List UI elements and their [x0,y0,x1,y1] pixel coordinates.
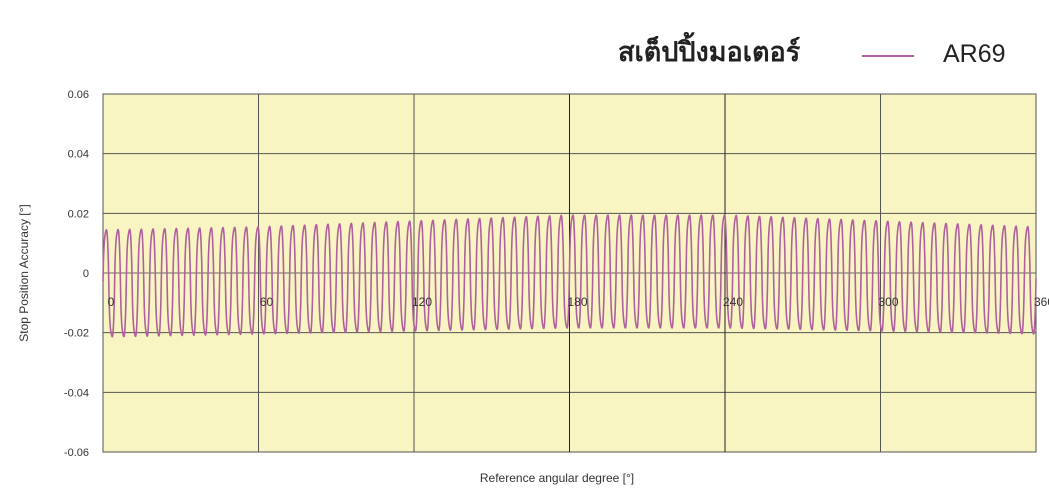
x-tick-label: 120 [412,295,432,309]
y-tick-label: -0.02 [64,328,89,340]
legend-label: AR69 [943,40,1006,68]
y-tick-label: -0.06 [64,447,89,459]
y-tick-label: 0.04 [68,149,89,161]
y-axis-label: Stop Position Accuracy [°] [17,204,31,342]
x-tick-labels: 0 60 120 180 240 300 360 [108,295,1049,309]
y-tick-label: 0.06 [68,89,89,101]
grid [102,93,1037,453]
series-layer [102,214,1037,338]
y-tick-label: 0 [83,268,89,280]
legend-swatch [862,55,914,57]
x-axis-label: Reference angular degree [°] [480,471,634,485]
x-tick-label: 0 [108,295,115,309]
y-tick-label: 0.02 [68,208,89,220]
x-tick-label: 300 [878,295,898,309]
series-line-ar69 [102,214,1037,338]
x-tick-label: 180 [567,295,587,309]
x-tick-label: 60 [260,295,274,309]
x-tick-label: 240 [723,295,743,309]
y-tick-label: -0.04 [64,387,89,399]
y-tick-labels: 0.06 0.04 0.02 0 -0.02 -0.04 -0.06 [64,89,89,459]
x-tick-label: 360 [1034,295,1049,309]
chart-title: สเต็ปปิ้งมอเตอร์ [618,37,801,68]
